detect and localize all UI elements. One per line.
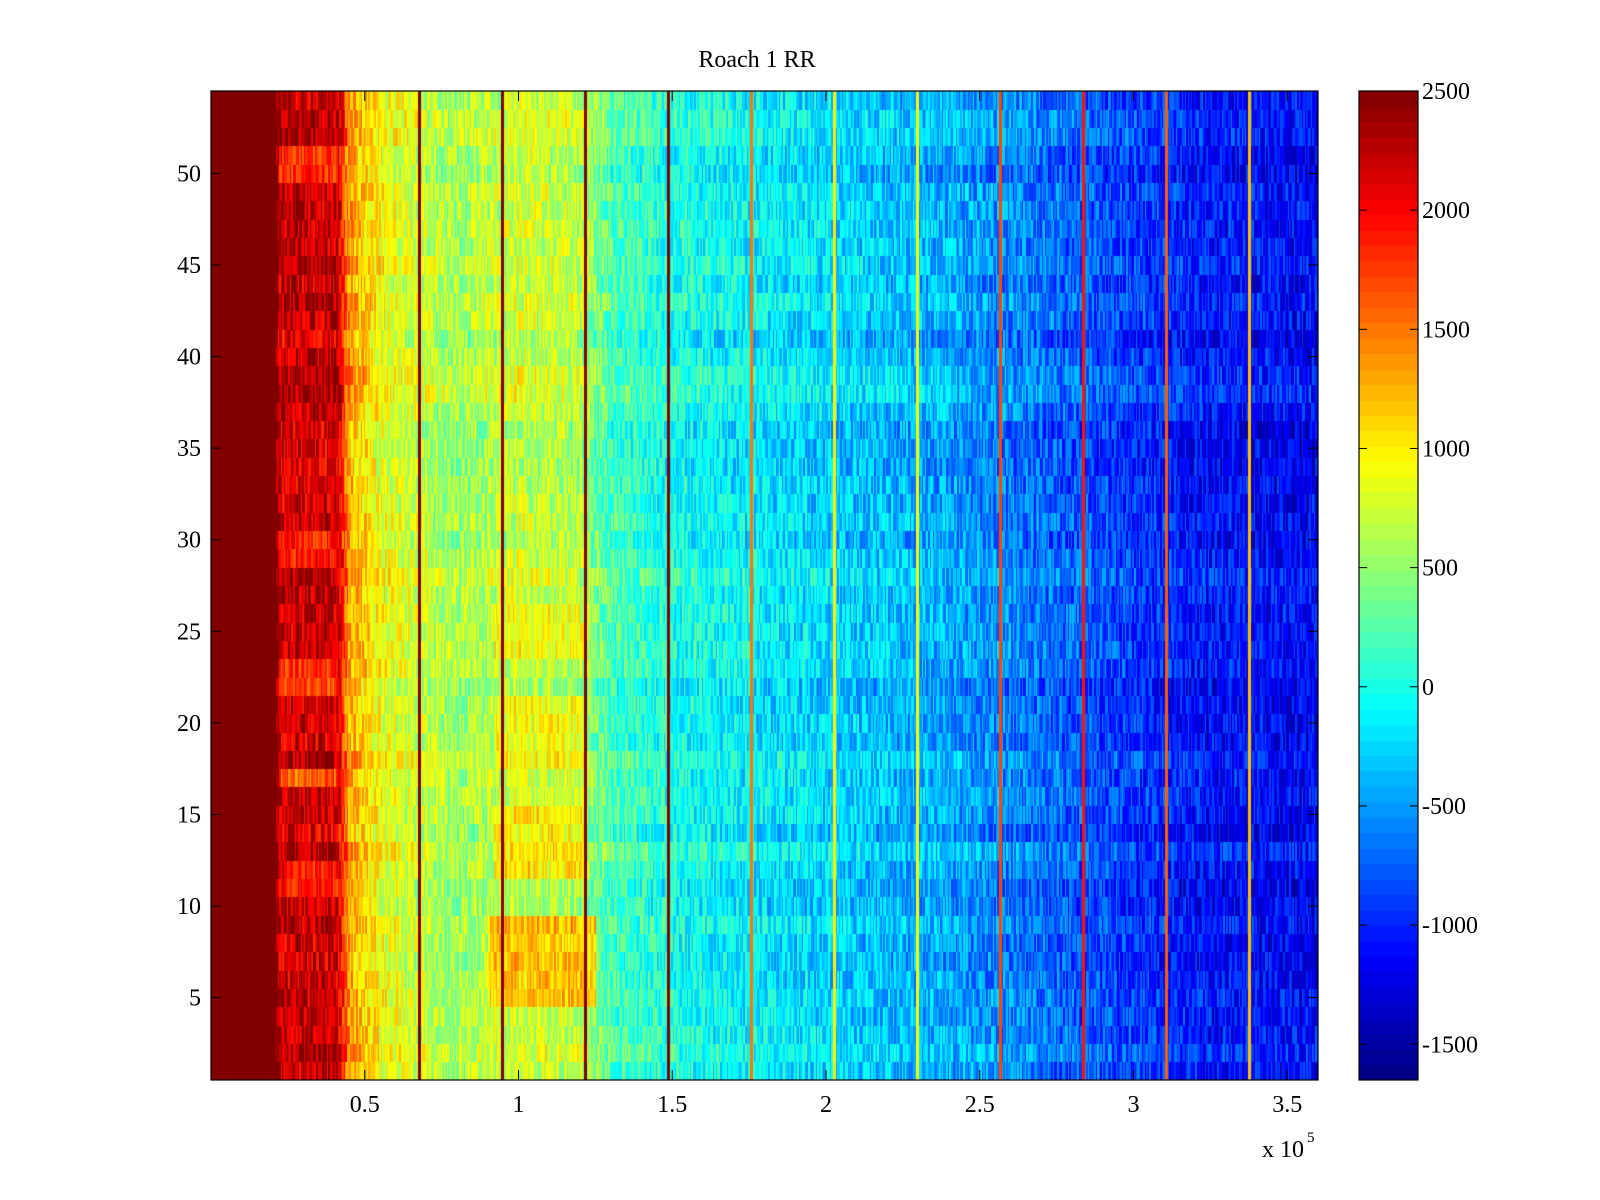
x-tick-label: 2 [820,1092,832,1118]
y-tick-label: 5 [189,986,201,1012]
y-tick-label: 35 [177,436,201,462]
x-axis: 0.5 1 1.5 2 2.5 3 3.5 [350,91,1302,1118]
colorbar-tick-label: 2000 [1422,198,1470,224]
colorbar-tick-label: 1000 [1422,436,1470,462]
colorbar-tick-label: 2500 [1422,79,1470,105]
x-multiplier-exponent: 5 [1307,1130,1315,1146]
heatmap-area [211,91,1318,1080]
x-tick-label: 2.5 [965,1092,995,1118]
colorbar-tick-label: 500 [1422,556,1458,582]
colorbar-tick-label: -1500 [1422,1032,1478,1058]
y-tick-label: 45 [177,253,201,279]
colorbar-frame [1358,90,1419,1081]
x-multiplier: x 10 5 [1262,1130,1315,1163]
y-tick-label: 40 [177,345,201,371]
x-tick-label: 1.5 [657,1092,687,1118]
x-tick-label: 0.5 [350,1092,380,1118]
x-tick-label: 1 [513,1092,525,1118]
colorbar-tick-label: 1500 [1422,317,1470,343]
y-tick-label: 20 [177,711,201,737]
x-tick-label: 3 [1128,1092,1140,1118]
y-tick-label: 30 [177,528,201,554]
colorbar-gradient [1359,91,1418,1080]
colorbar-ticks: 2500 2000 1500 1000 500 0 -500 -1000 -1500 [1359,79,1478,1058]
y-tick-label: 50 [177,161,201,187]
heatmap-image [211,91,1318,1080]
x-tick-label: 3.5 [1272,1092,1302,1118]
x-multiplier-label: x 10 [1262,1137,1304,1163]
colorbar-tick-label: -1000 [1422,913,1478,939]
y-tick-label: 25 [177,619,201,645]
y-axis: 5 10 15 20 25 30 35 40 45 50 [177,161,1318,1012]
y-tick-label: 15 [177,802,201,828]
y-tick-label: 10 [177,894,201,920]
colorbar-tick-label: 0 [1422,675,1434,701]
colorbar: 2500 2000 1500 1000 500 0 -500 -1000 -1500 [1358,79,1478,1081]
chart-title: Roach 1 RR [698,47,815,73]
plot-frame [210,90,1319,1081]
colorbar-tick-label: -500 [1422,794,1466,820]
